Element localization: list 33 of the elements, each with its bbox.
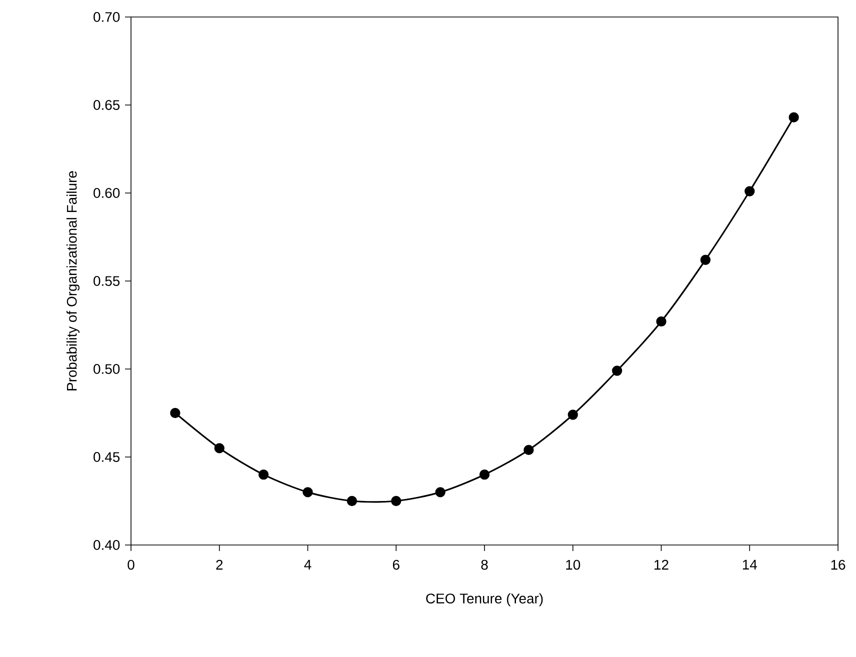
x-axis-title: CEO Tenure (Year) xyxy=(426,593,543,606)
point xyxy=(656,316,666,327)
x-tick-label: 10 xyxy=(566,560,580,570)
point xyxy=(435,487,446,498)
point xyxy=(170,408,180,418)
point xyxy=(744,186,755,196)
x-tick-label: 12 xyxy=(654,560,668,570)
x-tick-label: 0 xyxy=(128,560,134,570)
point xyxy=(214,443,224,454)
point xyxy=(788,112,799,122)
x-tick-label: 16 xyxy=(831,560,846,570)
point xyxy=(346,496,358,506)
point xyxy=(479,470,490,480)
x-tick-label: 4 xyxy=(304,560,312,570)
x-tick-label: 8 xyxy=(481,560,488,570)
y-tick-label: 0.70 xyxy=(94,12,120,22)
y-tick-label: 0.50 xyxy=(94,364,120,374)
point xyxy=(391,496,402,506)
y-tick-label: 0.45 xyxy=(94,452,120,462)
y-tick-label: 0.55 xyxy=(94,276,120,286)
point xyxy=(302,487,313,498)
y-tick-label: 0.60 xyxy=(94,188,120,198)
y-tick-label: 0.40 xyxy=(94,540,120,550)
point xyxy=(568,410,578,420)
point xyxy=(524,444,534,456)
x-tick-label: 14 xyxy=(742,560,757,570)
point xyxy=(700,254,711,265)
x-tick-label: 6 xyxy=(392,560,400,570)
y-tick-label: 0.65 xyxy=(94,100,120,110)
point xyxy=(612,366,622,376)
point xyxy=(258,470,269,480)
x-tick-label: 2 xyxy=(216,560,223,570)
y-axis-title: Probability of Organizational Failure xyxy=(66,171,80,390)
